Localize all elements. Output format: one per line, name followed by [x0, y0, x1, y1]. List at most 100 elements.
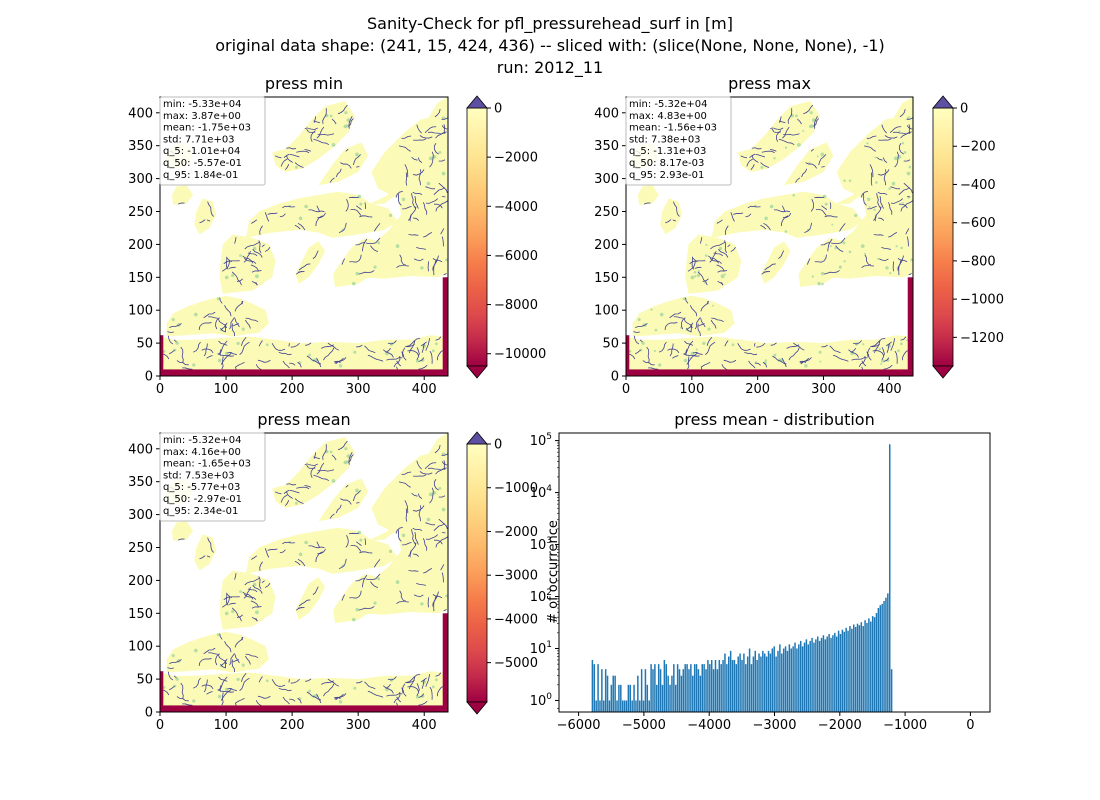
river-line [860, 191, 869, 198]
boundary-strip-right [442, 277, 448, 376]
river-line [818, 154, 827, 166]
histogram-bar [665, 664, 668, 712]
histogram-bar [779, 644, 781, 712]
river-line [289, 698, 296, 702]
river-line [420, 341, 427, 347]
river-line [871, 338, 886, 347]
river-line [429, 686, 433, 700]
panel-title: press mean [257, 410, 350, 429]
river-line [193, 341, 201, 353]
river-line [898, 187, 910, 195]
river-line [892, 261, 895, 272]
histogram-bar [656, 684, 658, 712]
wet-cell [888, 187, 891, 190]
river-line [425, 522, 436, 526]
wet-cell [875, 181, 878, 184]
river-line [441, 572, 444, 583]
river-line [298, 263, 311, 271]
histogram-bar [606, 675, 609, 712]
colorbar-tick-label: −1200 [960, 331, 1004, 346]
river-line [258, 676, 263, 683]
river-line [805, 162, 817, 169]
river-line [278, 351, 292, 356]
river-line [412, 527, 423, 531]
river-line [870, 172, 873, 186]
hist-x-tick-label: 0 [966, 718, 974, 733]
river-line [717, 270, 728, 273]
land-area [245, 191, 398, 238]
river-line [231, 607, 242, 622]
wet-cell [344, 447, 348, 451]
histogram-bar [877, 608, 880, 712]
river-line [881, 347, 885, 360]
hist-y-tick-label: 102 [530, 588, 552, 605]
river-line [761, 150, 775, 154]
colorbar-tick-label: −1000 [960, 293, 1004, 308]
river-line [770, 342, 777, 346]
river-line [402, 542, 412, 546]
river-line [207, 201, 214, 217]
river-line [815, 208, 827, 216]
wet-cell [193, 648, 198, 653]
histogram-bar [739, 653, 741, 712]
histogram-bar [786, 650, 789, 712]
river-line [340, 498, 352, 505]
river-line [245, 655, 251, 665]
panel-title: press max [728, 74, 811, 93]
river-line [705, 341, 716, 355]
histogram-bar [731, 660, 734, 712]
histogram-bar [746, 656, 749, 712]
wet-cell [216, 633, 220, 637]
river-line [304, 463, 309, 465]
river-line [282, 360, 290, 369]
histogram-bar [720, 664, 722, 712]
histogram-bar [769, 653, 772, 712]
river-line [169, 323, 182, 328]
river-line [222, 597, 231, 608]
histogram-bar [735, 664, 738, 712]
river-line [203, 647, 216, 655]
river-line [804, 222, 813, 234]
river-line [418, 357, 425, 362]
river-line [362, 238, 368, 252]
histogram-bar [659, 669, 662, 712]
histogram-bar [875, 613, 878, 712]
histogram-bar [784, 646, 787, 712]
wet-cell [834, 246, 837, 250]
histogram-bar [807, 644, 810, 712]
histogram-bar [760, 656, 762, 712]
river-line [225, 592, 229, 606]
y-tick-label: 0 [145, 706, 153, 721]
panel-title: press min [265, 74, 343, 93]
histogram-bar [871, 616, 874, 712]
river-line [364, 681, 376, 690]
wet-cell [265, 679, 269, 683]
colorbar-gradient [466, 443, 488, 703]
river-line [356, 680, 363, 684]
river-line [304, 485, 311, 488]
river-line [229, 317, 235, 330]
histogram-bar [775, 656, 777, 712]
river-line [424, 126, 437, 134]
histogram-bar [743, 653, 745, 712]
river-line [331, 454, 337, 461]
river-line [414, 532, 419, 545]
wet-cell [654, 328, 658, 332]
river-line [730, 212, 735, 222]
river-line [750, 163, 755, 170]
wet-cell [819, 360, 822, 363]
river-line [414, 196, 419, 209]
wet-cell [308, 689, 311, 693]
river-line [252, 584, 263, 594]
histogram-bar [837, 630, 840, 712]
river-line [773, 209, 791, 213]
wet-cell [217, 358, 222, 363]
river-line [404, 500, 409, 514]
river-line [416, 124, 422, 134]
river-line [352, 154, 361, 166]
histogram-bar [737, 656, 739, 712]
river-line [222, 261, 231, 272]
river-line [684, 340, 694, 346]
river-line [763, 222, 771, 231]
wet-cell [304, 204, 308, 209]
